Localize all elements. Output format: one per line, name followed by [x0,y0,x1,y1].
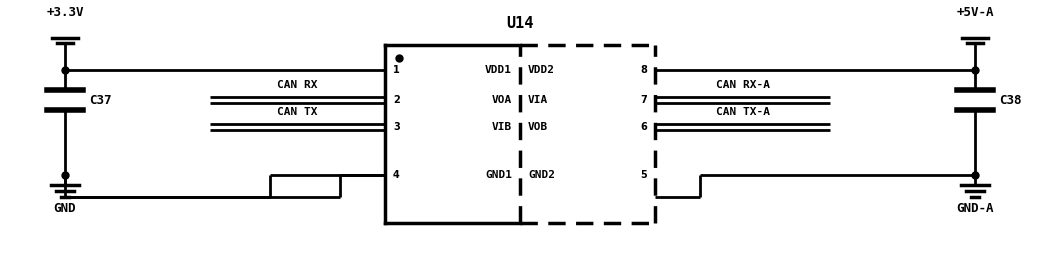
Text: CAN RX-A: CAN RX-A [715,80,769,90]
Text: CAN TX: CAN TX [277,107,318,117]
Text: VDD1: VDD1 [485,65,512,75]
Text: VIA: VIA [528,95,549,105]
Text: 3: 3 [393,122,400,132]
Text: 4: 4 [393,170,400,180]
Text: 2: 2 [393,95,400,105]
Text: +3.3V: +3.3V [46,6,83,18]
Text: 8: 8 [640,65,648,75]
Text: GND: GND [54,202,76,216]
Text: GND-A: GND-A [957,202,994,216]
Text: +5V-A: +5V-A [957,6,994,18]
Text: U14: U14 [506,15,534,31]
Text: VOA: VOA [491,95,512,105]
Text: VOB: VOB [528,122,549,132]
Text: GND1: GND1 [485,170,512,180]
Text: CAN RX: CAN RX [277,80,318,90]
Text: GND2: GND2 [528,170,555,180]
Text: CAN TX-A: CAN TX-A [715,107,769,117]
Text: 6: 6 [640,122,648,132]
Text: 1: 1 [393,65,400,75]
Text: VDD2: VDD2 [528,65,555,75]
Text: C37: C37 [88,94,111,106]
Text: 5: 5 [640,170,648,180]
Text: VIB: VIB [491,122,512,132]
Text: C38: C38 [999,94,1021,106]
Text: 7: 7 [640,95,648,105]
